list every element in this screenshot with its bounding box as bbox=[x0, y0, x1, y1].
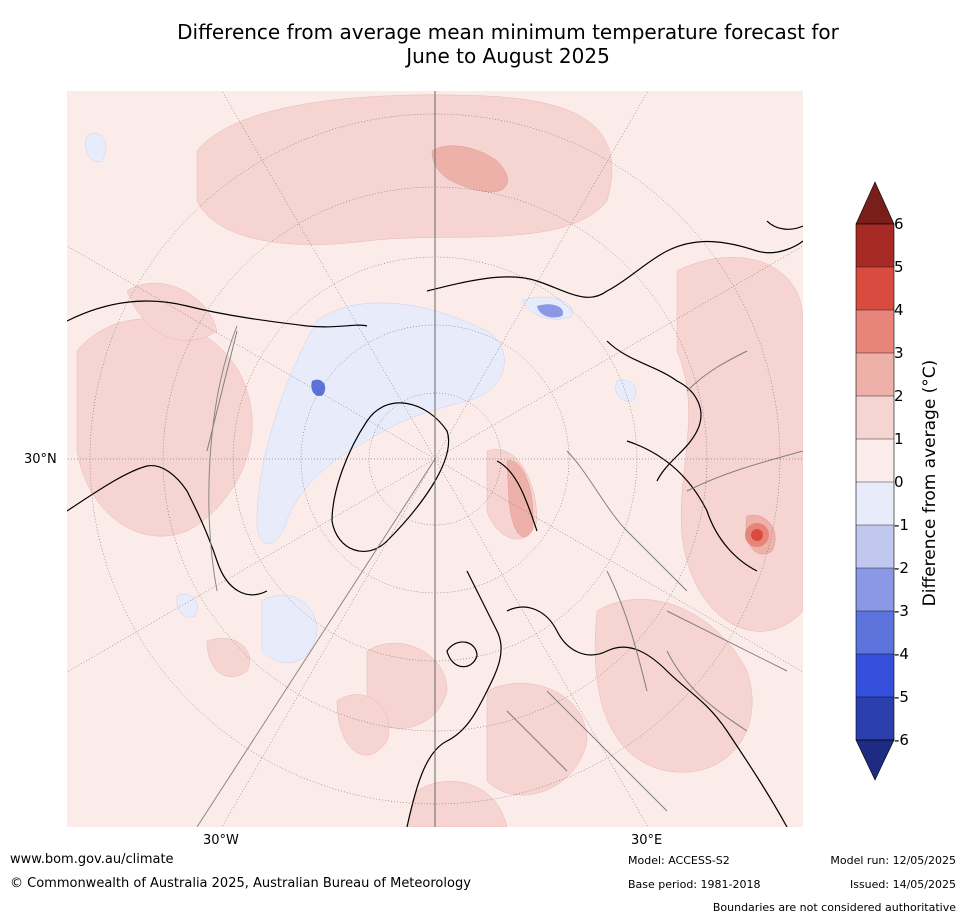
footer-issued: Issued: 14/05/2025 bbox=[849, 878, 956, 891]
colorbar bbox=[855, 180, 895, 786]
anomaly-minus1-to-0-regions bbox=[85, 133, 637, 663]
colorbar-1-to-2 bbox=[856, 396, 894, 439]
anomaly-4-to-5-hotspot bbox=[751, 529, 763, 541]
colorbar-tick-2: 2 bbox=[894, 387, 904, 405]
colorbar-tick-1: 1 bbox=[894, 430, 904, 448]
lat-label-30n: 30°N bbox=[24, 452, 57, 467]
greenland-coast bbox=[331, 402, 450, 552]
colorbar-svg bbox=[855, 181, 895, 781]
colorbar-tick-minus1: -1 bbox=[894, 516, 909, 534]
anomaly-minus3-to-minus2-patch bbox=[537, 304, 563, 318]
colorbar-minus6-to-minus5 bbox=[856, 697, 894, 740]
colorbar-title: Difference from average (°C) bbox=[920, 359, 940, 607]
anomaly-minus4-to-minus3-patch bbox=[311, 379, 326, 397]
footer-model: Model: ACCESS-S2 bbox=[628, 854, 730, 867]
footer-base-period: Base period: 1981-2018 bbox=[628, 878, 761, 891]
lon-label-30e: 30°E bbox=[631, 833, 663, 848]
latitude-30n-arc bbox=[208, 325, 238, 592]
colorbar-tick-6: 6 bbox=[894, 215, 904, 233]
longitude-graticule bbox=[67, 91, 803, 827]
map-svg bbox=[67, 91, 803, 827]
colorbar-tick-4: 4 bbox=[894, 301, 904, 319]
colorbar-tick-minus3: -3 bbox=[894, 602, 909, 620]
colorbar-tick-minus4: -4 bbox=[894, 645, 909, 663]
forecast-map bbox=[67, 91, 803, 827]
colorbar-tick-0: 0 bbox=[894, 473, 904, 491]
map-title: Difference from average mean minimum tem… bbox=[68, 20, 948, 68]
colorbar-tick-3: 3 bbox=[894, 344, 904, 362]
colorbar-minus5-to-minus4 bbox=[856, 654, 894, 697]
colorbar-above-6 bbox=[855, 181, 895, 225]
colorbar-tick-minus5: -5 bbox=[894, 688, 909, 706]
footer-model-run: Model run: 12/05/2025 bbox=[830, 854, 956, 867]
meridian-30w-line bbox=[196, 458, 436, 827]
colorbar-below-minus6 bbox=[855, 739, 895, 781]
title-line-2: June to August 2025 bbox=[406, 44, 610, 68]
footer-copyright: © Commonwealth of Australia 2025, Austra… bbox=[10, 876, 471, 891]
colorbar-4-to-5 bbox=[856, 267, 894, 310]
lon-label-30w: 30°W bbox=[203, 833, 239, 848]
colorbar-minus3-to-minus2 bbox=[856, 568, 894, 611]
title-line-1: Difference from average mean minimum tem… bbox=[177, 20, 839, 44]
colorbar-5-to-6 bbox=[856, 224, 894, 267]
colorbar-dividers bbox=[856, 266, 894, 698]
colorbar-minus4-to-minus3 bbox=[856, 611, 894, 654]
footer-disclaimer: Boundaries are not considered authoritat… bbox=[712, 901, 956, 914]
country-boundaries bbox=[206, 330, 803, 812]
footer-url[interactable]: www.bom.gov.au/climate bbox=[10, 852, 174, 867]
colorbar-tick-minus2: -2 bbox=[894, 559, 909, 577]
colorbar-minus2-to-minus1 bbox=[856, 525, 894, 568]
colorbar-3-to-4 bbox=[856, 310, 894, 353]
colorbar-tick-minus6: -6 bbox=[894, 731, 909, 749]
colorbar-0-to-1 bbox=[856, 439, 894, 482]
coastlines bbox=[67, 220, 803, 827]
colorbar-minus1-to-0 bbox=[856, 482, 894, 525]
colorbar-2-to-3 bbox=[856, 353, 894, 396]
colorbar-tick-5: 5 bbox=[894, 258, 904, 276]
